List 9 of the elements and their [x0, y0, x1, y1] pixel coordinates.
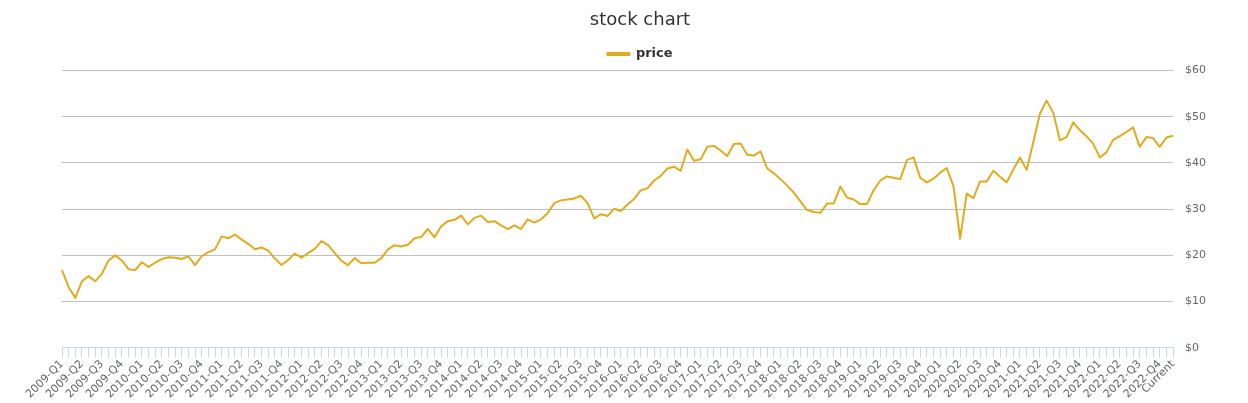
y-tick-label: $60: [1185, 63, 1206, 77]
y-tick-label: $40: [1185, 155, 1206, 169]
y-tick-label: $10: [1185, 294, 1206, 308]
y-tick-label: $20: [1185, 248, 1206, 262]
y-tick-label: $0: [1185, 340, 1199, 354]
legend-label: price: [635, 45, 673, 61]
chart-title: stock chart: [589, 8, 691, 30]
y-tick-label: $50: [1185, 109, 1206, 123]
y-tick-label: $30: [1185, 202, 1206, 216]
